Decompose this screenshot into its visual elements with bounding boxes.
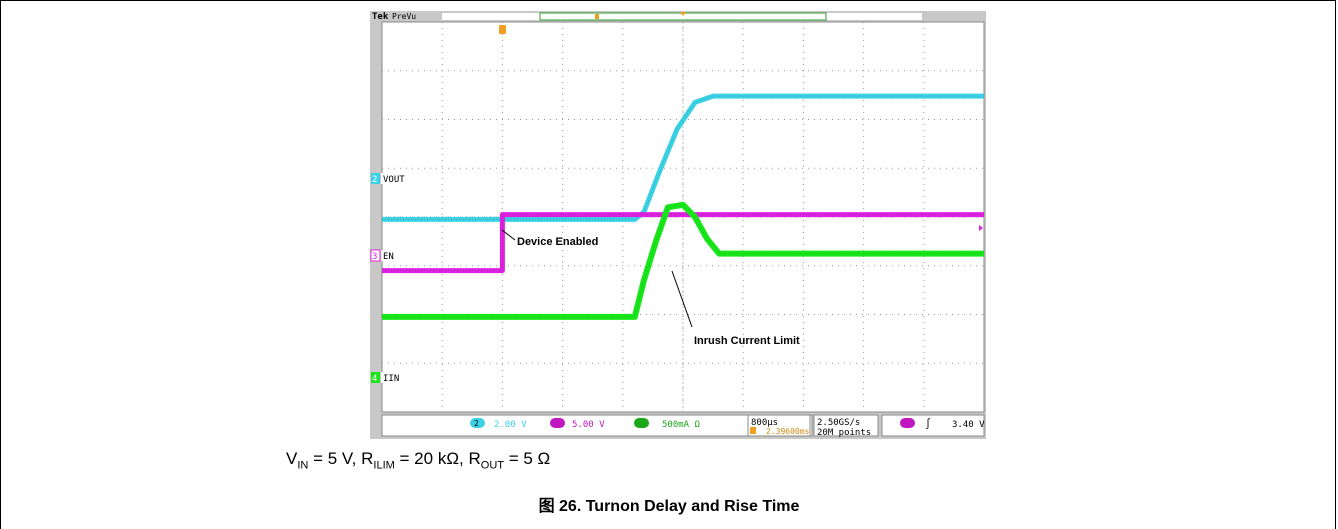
figure-title: 图 26. Turnon Delay and Rise Time (538, 498, 800, 515)
trace-iin-noise (382, 204, 984, 318)
timebase-readout: 800µs (751, 418, 778, 428)
svg-text:2.00 V: 2.00 V (494, 420, 527, 430)
device-enabled-pointer (501, 229, 516, 241)
oscilloscope-screenshot: Tek PreVu 2 VOUT 3 EN 4 IIN (370, 11, 986, 439)
trigger-source-icon (900, 418, 915, 428)
trigger-offset-readout: 2.39600ms (766, 427, 810, 436)
ch2-scale-readout: 2 2.00 V (470, 418, 527, 430)
trigger-offset-icon (750, 427, 756, 434)
acquisition-box (813, 414, 879, 437)
trigger-source: 3 (904, 419, 909, 428)
ch4-scale-readout: 4 500mA Ω (634, 418, 701, 430)
ch3-label: EN (383, 252, 394, 262)
mode-label: PreVu (392, 12, 416, 21)
expansion-point-icon (680, 12, 686, 16)
brand-label: Tek (372, 12, 389, 22)
ch3-marker: 3 EN (370, 249, 401, 262)
svg-text:2: 2 (474, 419, 479, 428)
ch2-label: VOUT (383, 175, 405, 185)
trigger-position-marker (595, 14, 599, 19)
svg-text:5.00 V: 5.00 V (572, 420, 605, 430)
scope-svg: Tek PreVu 2 VOUT 3 EN 4 IIN (370, 11, 986, 438)
svg-text:4: 4 (372, 374, 377, 384)
trace-iin (382, 201, 984, 320)
inrush-annotation: Inrush Current Limit (694, 335, 800, 347)
trace-en (382, 212, 984, 274)
inrush-pointer (671, 270, 693, 328)
ch2-marker: 2 VOUT (371, 173, 413, 185)
record-length-readout: 20M points (817, 428, 871, 438)
trigger-level-arrow-icon (979, 225, 983, 231)
svg-text:3: 3 (372, 252, 377, 262)
traces (382, 93, 984, 320)
record-bar (442, 13, 922, 20)
device-enabled-annotation: Device Enabled (517, 236, 598, 248)
trigger-marker-icon (499, 25, 506, 34)
timebase-box (747, 414, 811, 437)
trigger-level-readout: 3.40 V (952, 420, 985, 430)
svg-text:4: 4 (638, 419, 643, 428)
svg-text:2: 2 (372, 175, 377, 185)
ch4-marker: 4 IIN (371, 372, 403, 384)
ch3-scale-readout: 3 5.00 V (550, 418, 605, 430)
svg-text:500mA Ω: 500mA Ω (662, 420, 701, 430)
trace-vout (382, 93, 984, 222)
svg-text:3: 3 (554, 419, 559, 428)
ch4-label: IIN (383, 374, 399, 384)
channel-readout-box (381, 414, 813, 437)
sample-rate-readout: 2.50GS/s (817, 418, 860, 428)
trace-en-noise (382, 214, 984, 272)
trigger-slope-icon: ∫ (925, 418, 931, 430)
